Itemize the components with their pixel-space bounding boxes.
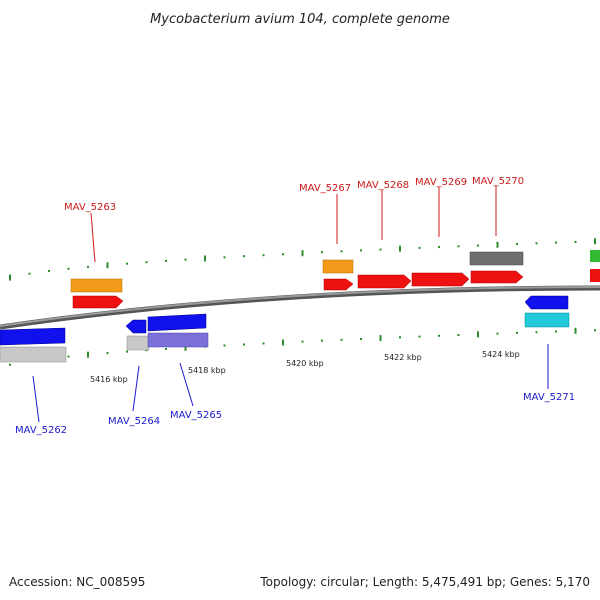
- gene-arrow-mav-5271[interactable]: [524, 295, 569, 310]
- minor-tick: [262, 342, 265, 345]
- minor-tick: [48, 270, 50, 272]
- genome-backbone-highlight: [0, 286, 600, 327]
- minor-tick: [165, 259, 167, 262]
- major-tick: [204, 255, 206, 262]
- major-tick: [477, 331, 479, 338]
- minor-tick: [457, 245, 460, 248]
- gene-label-mav-5270[interactable]: MAV_5270: [472, 176, 524, 187]
- minor-tick: [360, 249, 362, 252]
- major-tick: [496, 241, 499, 248]
- feature-bar-purple[interactable]: [147, 332, 209, 348]
- minor-tick: [535, 331, 538, 334]
- minor-tick: [555, 241, 557, 244]
- minor-tick: [399, 336, 401, 339]
- major-tick: [574, 327, 577, 334]
- gene-label-mav-5271[interactable]: MAV_5271: [523, 392, 575, 403]
- minor-tick: [126, 350, 128, 353]
- gene-arrow-mav-5265[interactable]: [147, 313, 207, 332]
- minor-tick: [516, 243, 518, 245]
- gene-arrow-mav-5270[interactable]: [470, 270, 524, 284]
- minor-tick: [418, 246, 421, 249]
- minor-tick: [282, 253, 284, 256]
- gene-arrow-mav-5268[interactable]: [357, 274, 412, 289]
- minor-tick: [438, 334, 440, 337]
- gene-arrow-mav-5269[interactable]: [411, 272, 470, 287]
- major-tick: [379, 335, 382, 342]
- minor-tick: [223, 256, 226, 259]
- major-tick: [184, 344, 187, 351]
- outer-tick-ring: [9, 238, 596, 281]
- minor-tick: [574, 240, 577, 243]
- minor-tick: [243, 255, 245, 258]
- minor-tick: [496, 332, 499, 335]
- feature-bar-gray[interactable]: [469, 251, 524, 266]
- map-title: Mycobacterium avium 104, complete genome: [150, 12, 450, 27]
- minor-tick: [516, 331, 518, 334]
- minor-tick: [9, 363, 11, 366]
- minor-tick: [457, 334, 460, 336]
- minor-tick: [223, 344, 226, 347]
- minor-tick: [535, 242, 538, 245]
- minor-tick: [477, 244, 479, 247]
- minor-tick: [340, 250, 343, 253]
- kbp-label: 5424 kbp: [482, 350, 520, 359]
- minor-tick: [184, 258, 187, 261]
- feature-bar-cyan[interactable]: [524, 312, 570, 328]
- feature-bar-light-gray[interactable]: [0, 346, 67, 363]
- genome-info-text: Topology: circular; Length: 5,475,491 bp…: [260, 575, 590, 589]
- kbp-label: 5422 kbp: [384, 353, 422, 362]
- gene-label-mav-5264[interactable]: MAV_5264: [108, 416, 160, 427]
- major-tick: [106, 262, 109, 269]
- minor-tick: [126, 262, 128, 265]
- gene-label-mav-5269[interactable]: MAV_5269: [415, 177, 467, 188]
- gene-arrow-mav-5262[interactable]: [0, 327, 66, 346]
- minor-tick: [165, 348, 167, 350]
- gene-label-mav-5262[interactable]: MAV_5262: [15, 425, 67, 436]
- gene-arrow-edge[interactable]: [590, 269, 600, 282]
- accession-text: Accession: NC_008595: [9, 575, 146, 589]
- gene-label-mav-5268[interactable]: MAV_5268: [357, 180, 409, 191]
- minor-tick: [379, 248, 382, 251]
- feature-bar-orange[interactable]: [322, 259, 354, 274]
- major-tick: [9, 274, 11, 281]
- feature-bar-light-gray[interactable]: [126, 335, 150, 351]
- feature-bar-green[interactable]: [590, 250, 600, 262]
- minor-tick: [418, 335, 421, 338]
- minor-tick: [262, 254, 265, 257]
- gene-label-mav-5263[interactable]: MAV_5263: [64, 202, 116, 213]
- major-tick: [87, 351, 89, 358]
- minor-tick: [360, 338, 362, 340]
- kbp-label: 5420 kbp: [286, 359, 324, 368]
- gene-arrow-mav-5267[interactable]: [323, 278, 354, 291]
- major-tick: [594, 238, 596, 245]
- minor-tick: [67, 267, 70, 270]
- minor-tick: [321, 339, 323, 342]
- feature-bar-orange[interactable]: [70, 278, 123, 293]
- minor-tick: [438, 246, 440, 249]
- minor-tick: [145, 261, 148, 264]
- gene-arrow-mav-5264[interactable]: [125, 319, 147, 334]
- kbp-label: 5418 kbp: [188, 366, 226, 375]
- genome-backbone: [0, 285, 600, 330]
- kbp-label: 5416 kbp: [90, 375, 128, 384]
- minor-tick: [28, 272, 31, 275]
- minor-tick: [87, 265, 89, 268]
- gene-label-mav-5267[interactable]: MAV_5267: [299, 183, 351, 194]
- minor-tick: [243, 343, 245, 346]
- major-tick: [301, 250, 304, 257]
- minor-tick: [340, 338, 343, 341]
- gene-arrow-mav-5263[interactable]: [72, 295, 124, 309]
- label-connectors: [32, 186, 549, 423]
- minor-tick: [301, 340, 304, 343]
- minor-tick: [594, 329, 596, 332]
- minor-tick: [67, 355, 70, 358]
- minor-tick: [555, 330, 557, 333]
- major-tick: [282, 339, 284, 346]
- minor-tick: [321, 251, 323, 254]
- gene-label-mav-5265[interactable]: MAV_5265: [170, 410, 222, 421]
- major-tick: [399, 245, 401, 252]
- minor-tick: [106, 352, 109, 355]
